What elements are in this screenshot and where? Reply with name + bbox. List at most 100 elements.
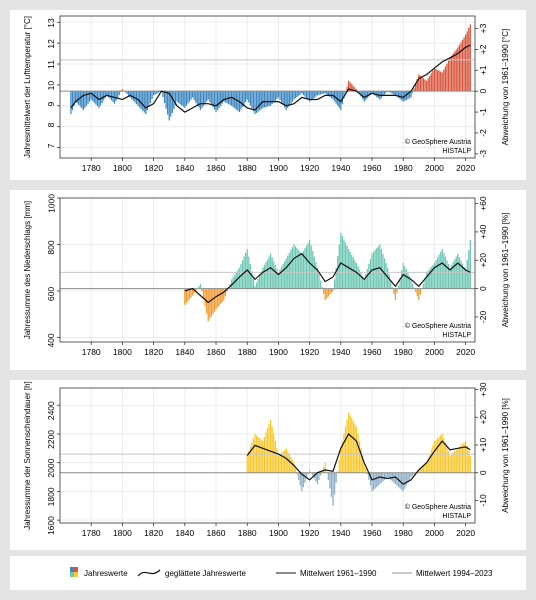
y2-tick-label: +10: [478, 438, 488, 453]
bar-1975: [394, 91, 397, 96]
bar-1969: [385, 91, 387, 93]
bar-1899: [276, 91, 278, 100]
bar-1885: [254, 286, 256, 289]
x-tick-label: 2020: [456, 163, 475, 173]
bar-2012: [452, 53, 454, 92]
bar-2014: [455, 49, 457, 92]
bar-1858: [212, 288, 214, 315]
bar-1862: [218, 288, 220, 306]
bar-1964: [377, 472, 379, 486]
bar-1826: [162, 91, 164, 98]
y2-tick-label: 0: [478, 286, 488, 291]
bar-1990: [418, 469, 420, 473]
bar-1903: [282, 451, 284, 473]
bar-1965: [379, 244, 381, 289]
bar-1976: [396, 288, 398, 293]
bar-1986: [411, 283, 414, 289]
bar-1781: [92, 91, 94, 102]
bar-1859: [213, 288, 216, 312]
bar-1951: [357, 433, 359, 473]
bar-2023: [469, 239, 471, 289]
bar-1828: [165, 91, 167, 109]
bar-1994: [424, 277, 426, 289]
bar-1917: [304, 472, 306, 483]
bar-1959: [369, 472, 372, 486]
bar-1950: [355, 263, 358, 289]
smoothed-series-line: [70, 44, 471, 113]
bar-2005: [441, 433, 443, 473]
smoothed-series-line: [246, 433, 471, 485]
bar-1901: [279, 454, 281, 473]
bar-2010: [449, 455, 451, 473]
bar-1903: [282, 263, 284, 289]
bar-1906: [287, 91, 289, 108]
bar-1856: [209, 288, 211, 319]
x-tick-label: 1920: [300, 163, 319, 173]
bar-1898: [274, 441, 276, 473]
bar-1895: [269, 253, 272, 289]
bar-1851: [201, 91, 203, 108]
bar-1941: [341, 236, 344, 289]
bar-1918: [305, 91, 308, 99]
bar-1962: [374, 472, 376, 489]
bar-1955: [363, 91, 365, 102]
bar-1942: [343, 91, 345, 99]
bar-1897: [273, 91, 275, 103]
bar-1891: [263, 264, 266, 289]
bar-2019: [463, 442, 465, 473]
bar-2009: [447, 263, 450, 289]
bar-1996: [427, 458, 429, 473]
bar-1849: [198, 91, 200, 108]
bar-1998: [430, 73, 432, 92]
bar-1994: [424, 464, 426, 473]
bar-1866: [224, 91, 226, 103]
bar-1884: [252, 91, 255, 112]
bar-1816: [146, 91, 148, 111]
bar-1937: [335, 267, 337, 289]
bar-2015: [457, 448, 459, 473]
x-tick-label: 1940: [331, 347, 350, 357]
bar-1877: [241, 91, 244, 108]
y-tick-label: 13: [46, 18, 56, 28]
bar-1899: [276, 268, 278, 289]
bar-1995: [426, 462, 428, 473]
bar-1988: [415, 83, 417, 92]
x-tick-label: 1780: [82, 163, 101, 173]
bar-1810: [137, 91, 139, 106]
y2-tick-label: -3: [478, 150, 488, 158]
bar-1779: [89, 91, 91, 102]
bar-1949: [354, 87, 356, 92]
x-tick-label: 1800: [113, 163, 132, 173]
bar-1960: [371, 472, 373, 492]
bar-1905: [285, 258, 287, 289]
bar-1882: [249, 91, 251, 106]
bar-1841: [185, 91, 187, 106]
bar-1943: [344, 91, 347, 93]
bar-1939: [338, 91, 340, 108]
bar-1783: [95, 91, 97, 105]
bar-1926: [318, 274, 320, 289]
bar-1908: [290, 250, 292, 289]
bar-2009: [447, 60, 450, 92]
bar-1930: [324, 288, 326, 301]
legend-smoothed: geglättete Jahreswerte: [165, 569, 246, 578]
x-tick-label: 1920: [300, 347, 319, 357]
bar-2001: [435, 69, 437, 92]
x-tick-label: 1880: [238, 528, 257, 538]
bar-1985: [410, 279, 412, 289]
bar-1973: [391, 287, 393, 289]
bar-1981: [404, 472, 406, 489]
bar-1914: [299, 472, 301, 486]
bar-1767: [70, 91, 72, 115]
bar-1913: [298, 250, 300, 289]
bar-1904: [284, 261, 286, 289]
y2-tick-label: +3: [478, 23, 488, 33]
bar-2007: [444, 442, 446, 473]
bar-2006: [443, 252, 445, 289]
bar-1840: [184, 288, 186, 305]
bar-1926: [318, 91, 320, 95]
bar-2020: [465, 34, 467, 92]
bar-1932: [327, 91, 329, 96]
bar-1933: [329, 288, 331, 295]
bar-1960: [371, 91, 373, 94]
